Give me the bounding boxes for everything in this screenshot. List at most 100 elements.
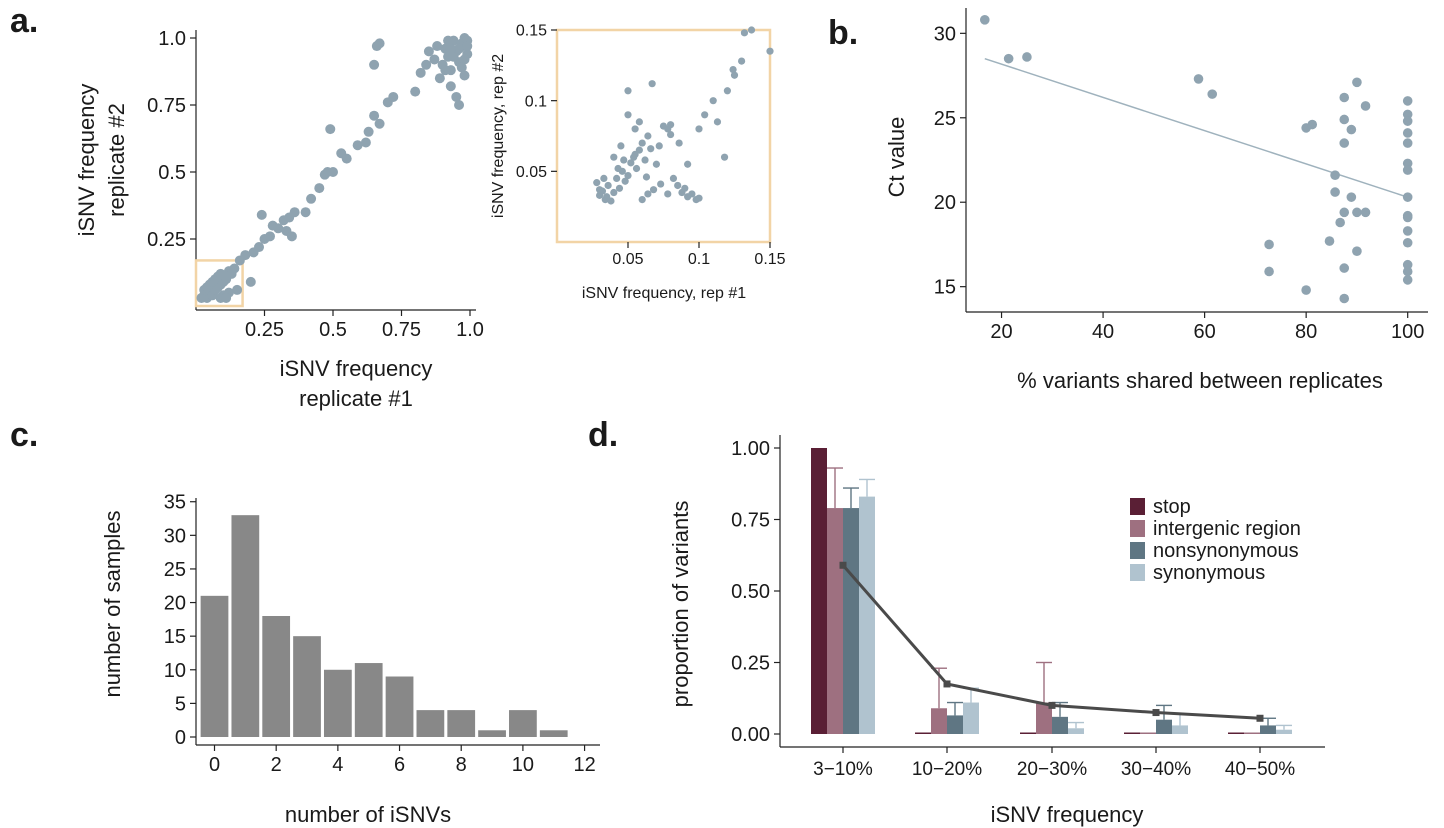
scatter-point	[459, 54, 470, 65]
legend-swatch-synonymous	[1130, 564, 1145, 581]
inset-scatter-point	[607, 197, 615, 205]
chart-b-ytick-label: 30	[934, 23, 956, 45]
chart-b-xlabel: % variants shared between replicates	[1017, 368, 1383, 393]
chart-d-ytick-label: 0.75	[731, 510, 770, 532]
inset-scatter-point	[766, 47, 774, 55]
histogram-bar	[262, 616, 291, 737]
bar-stop	[811, 448, 827, 734]
legend-swatch-stop	[1130, 498, 1145, 515]
bar-synonymous	[1068, 728, 1084, 734]
inset-scatter-point	[729, 65, 737, 74]
chart-a-inset-ytick-label: 0.15	[516, 23, 547, 40]
scatter-point	[1339, 114, 1350, 125]
histogram-bar	[231, 515, 260, 737]
chart-b-xtick-label: 100	[1391, 321, 1424, 343]
histogram-bar	[447, 710, 476, 737]
inset-scatter-point	[621, 177, 629, 185]
scatter-point	[1402, 275, 1413, 285]
mean-marker	[943, 680, 951, 688]
histogram-bar	[385, 676, 414, 737]
inset-scatter-point	[631, 125, 639, 133]
inset-scatter-point	[738, 57, 746, 65]
scatter-point	[1402, 158, 1413, 169]
inset-scatter-point	[701, 111, 709, 119]
chart-c-xtick-label: 8	[456, 754, 467, 776]
inset-scatter-point	[610, 153, 618, 161]
chart-c-xtick-label: 12	[573, 754, 595, 776]
scatter-point	[443, 35, 454, 46]
chart-d-xtick-label: 30−40%	[1121, 759, 1191, 780]
histogram-bar	[293, 636, 321, 737]
histogram-bar	[416, 710, 445, 737]
inset-scatter-point	[684, 160, 692, 168]
chart-c-ytick-label: 25	[164, 559, 186, 581]
inset-scatter-point	[638, 139, 646, 147]
chart-b-ytick-label: 20	[934, 192, 956, 214]
inset-scatter-point	[695, 125, 703, 133]
inset-scatter-point	[617, 142, 625, 150]
chart-c-xtick-label: 6	[394, 754, 405, 776]
bar-nonsynonymous	[843, 508, 859, 734]
chart-a-inset-xtick-label: 0.05	[612, 251, 643, 268]
scatter-point	[448, 51, 459, 62]
scatter-point	[1003, 53, 1014, 64]
inset-scatter-point	[604, 181, 612, 190]
scatter-point	[306, 193, 317, 204]
chart-a-inset-ytick-label: 0.1	[525, 93, 547, 110]
inset-scatter-point	[649, 186, 658, 194]
inset-scatter-point	[632, 164, 641, 173]
bar-synonymous	[963, 702, 979, 734]
bar-intergenic	[1244, 732, 1260, 734]
inset-scatter-point	[720, 153, 729, 161]
chart-b-ytick-label: 15	[934, 277, 956, 299]
scatter-point	[1352, 77, 1362, 88]
chart-b-xtick-label: 20	[990, 321, 1012, 343]
inset-scatter-point	[747, 26, 756, 34]
scatter-point	[1339, 92, 1350, 103]
scatter-point	[1360, 207, 1371, 218]
chart-d-xtick-label: 40−50%	[1225, 759, 1295, 780]
inset-scatter-point	[695, 194, 703, 202]
inset-scatter-point	[644, 190, 652, 198]
scatter-point	[429, 54, 440, 65]
chart-c-ytick-label: 30	[164, 525, 186, 547]
chart-c-xtick-label: 0	[209, 754, 220, 776]
bar-stop	[1228, 732, 1244, 734]
scatter-point	[360, 137, 371, 148]
chart-a-main-xtick-label: 0.25	[245, 319, 284, 341]
bar-synonymous	[859, 496, 875, 734]
chart-a-main-xtick-label: 0.75	[382, 319, 421, 341]
chart-d-xtick-label: 20−30%	[1017, 759, 1087, 780]
bar-stop	[1020, 732, 1036, 734]
chart-b-axes	[965, 8, 1428, 313]
scatter-point	[363, 126, 374, 137]
chart-d-xlabel: iSNV frequency	[991, 802, 1144, 827]
scatter-point	[1264, 239, 1274, 250]
histogram-bar	[539, 730, 568, 737]
scatter-point	[229, 263, 240, 274]
scatter-point	[286, 231, 297, 242]
inset-scatter-point	[624, 87, 632, 95]
inset-scatter-point	[614, 164, 622, 173]
scatter-point	[314, 183, 325, 194]
scatter-point	[1330, 187, 1340, 197]
chart-a-inset-scatter: 0.05 0.1 0.15 0.05 0.1 0.15 iSNV frequency, …	[490, 23, 786, 302]
scatter-point	[1402, 192, 1413, 202]
chart-a-main-ytick-label: 0.25	[147, 229, 186, 251]
scatter-point	[341, 153, 352, 164]
scatter-point	[221, 292, 232, 303]
scatter-point	[369, 59, 380, 70]
inset-scatter-point	[615, 184, 624, 192]
bar-stop	[915, 732, 931, 734]
bar-intergenic	[827, 508, 843, 734]
chart-d-grouped-bar: 3−10% 10−20% 20−30% 30−40% 40−50% 0.00 0.25 0.…	[668, 435, 1325, 827]
inset-scatter-point	[647, 145, 655, 153]
chart-d-ytick-label: 0.00	[731, 724, 770, 746]
bar-stop	[1124, 732, 1140, 734]
inset-scatter-point	[740, 29, 749, 37]
chart-d-ytick-label: 0.25	[731, 653, 770, 675]
histogram-bar	[478, 730, 506, 737]
inset-scatter-point	[652, 160, 661, 168]
chart-b-scatter: 20 40 60 80 100 15 20 25 30 % variants shared b…	[884, 8, 1428, 393]
chart-c-xtick-label: 10	[512, 754, 534, 776]
